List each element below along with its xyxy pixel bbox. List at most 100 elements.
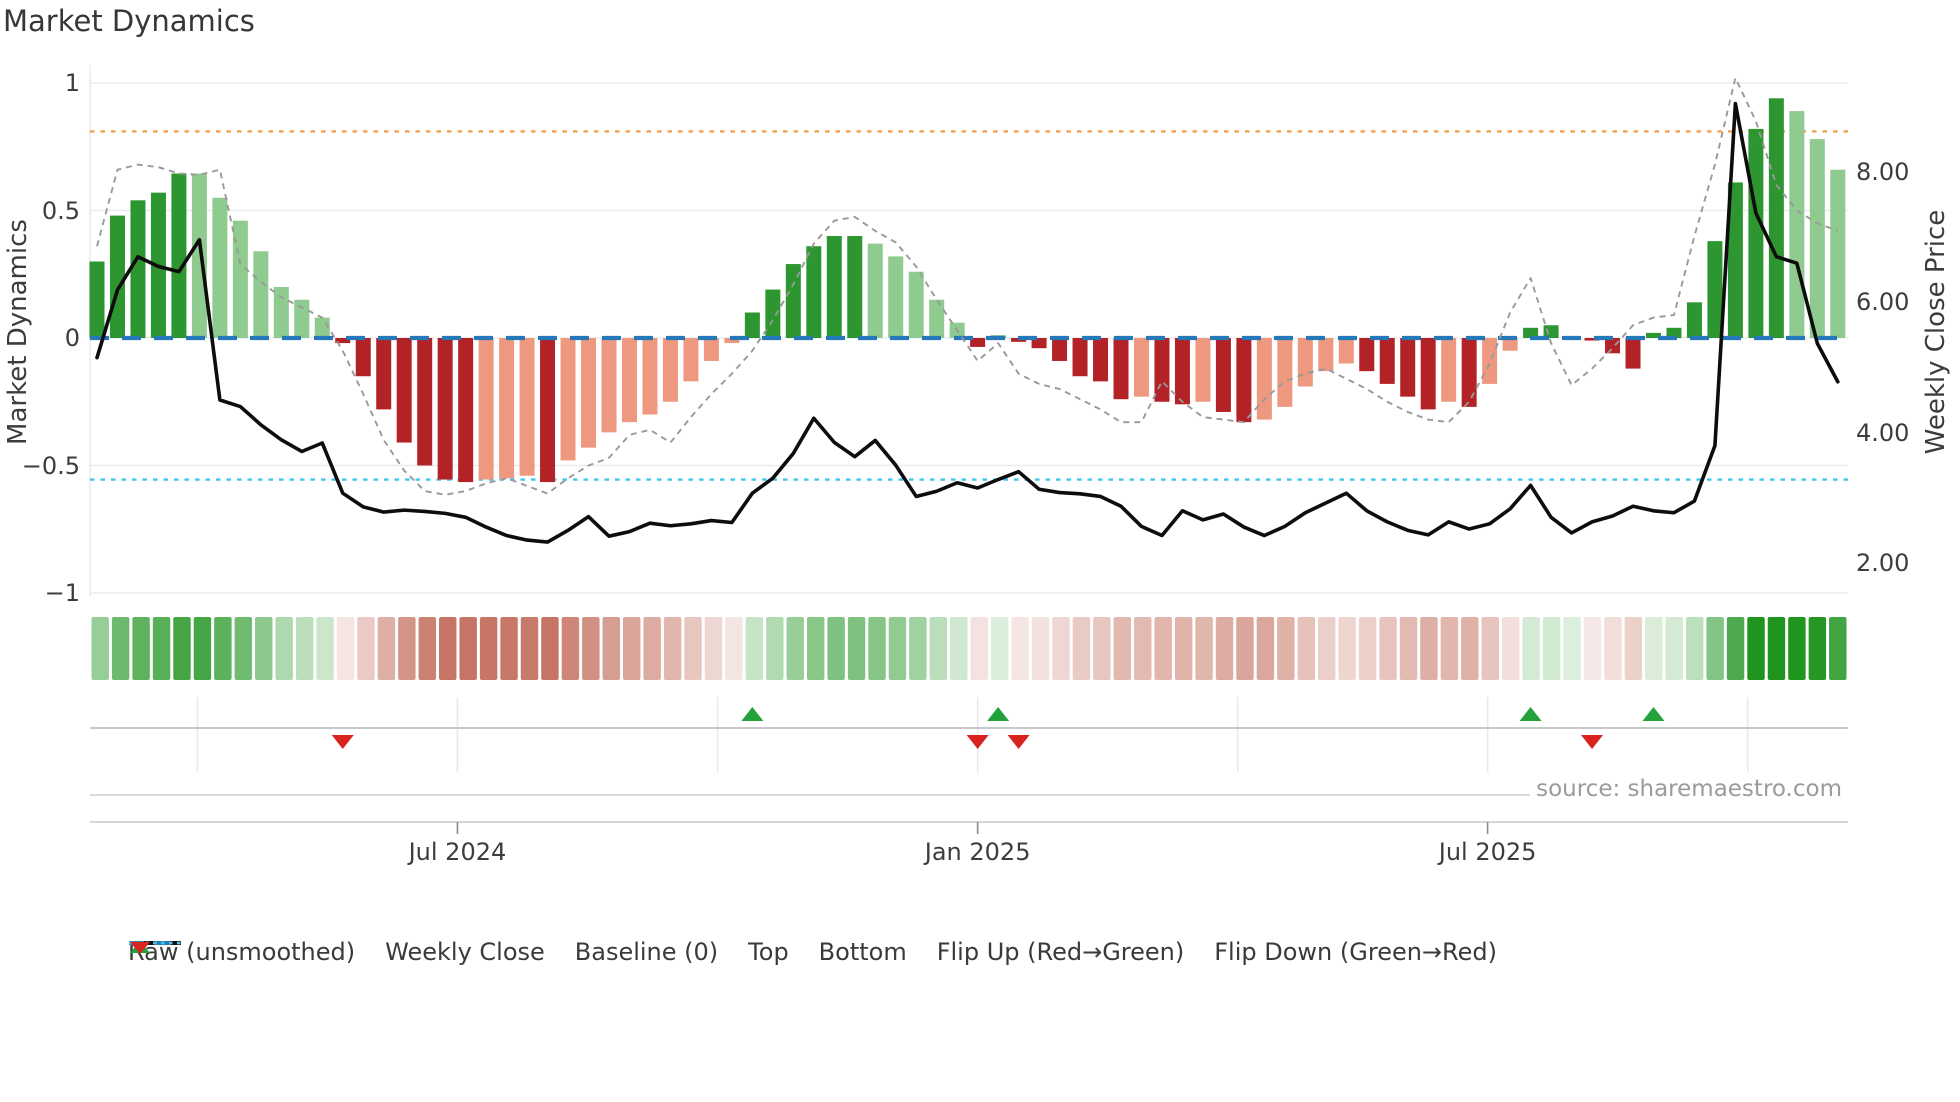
heatmap-cell <box>1277 617 1295 680</box>
oscillator-bar <box>621 338 637 423</box>
heatmap-cell <box>1134 617 1152 680</box>
oscillator-bar <box>929 299 945 338</box>
heatmap-cell <box>1440 617 1459 680</box>
oscillator-bar <box>806 246 822 338</box>
heatmap-cell <box>541 617 559 680</box>
flip-markers <box>331 707 1665 749</box>
source-credit: source: sharemaestro.com <box>1530 776 1848 802</box>
heatmap-cell <box>970 617 988 680</box>
legend-item: Bottom <box>129 938 907 966</box>
oscillator-bar <box>109 215 125 338</box>
heatmap-cell <box>377 617 396 680</box>
legend-label: Top <box>748 938 789 966</box>
left-tick-label: −1 <box>44 579 80 607</box>
heatmap-cell <box>439 617 457 680</box>
legend-label: Flip Down (Green→Red) <box>1214 938 1497 966</box>
oscillator-bar <box>273 287 289 338</box>
heatmap-cell <box>1093 617 1111 680</box>
legend-item: Top <box>129 938 789 966</box>
oscillator-bar <box>1686 302 1702 338</box>
legend: Raw (unsmoothed) Weekly Close Baseline (0)… <box>128 938 1497 966</box>
heatmap-cell <box>1358 617 1377 680</box>
oscillator-bar <box>724 338 740 344</box>
heatmap-cell <box>111 617 130 680</box>
oscillator-bar <box>888 256 904 338</box>
legend-label: Flip Up (Red→Green) <box>936 938 1185 966</box>
oscillator-bar <box>1605 338 1621 354</box>
oscillator-bar <box>519 338 535 476</box>
oscillator-bar <box>662 338 678 402</box>
heatmap-cell <box>582 617 600 680</box>
heatmap-cell <box>1481 617 1499 680</box>
x-tick-label: Jul 2025 <box>1438 838 1537 866</box>
heatmap-cell <box>520 617 539 680</box>
flip-up-marker <box>741 707 764 721</box>
heatmap-cell <box>1338 617 1356 680</box>
heatmap-cell <box>643 617 661 680</box>
heatmap-cell <box>173 617 191 680</box>
oscillator-bar <box>294 299 310 338</box>
heatmap-cell <box>1215 617 1234 680</box>
heatmap-cell <box>1829 617 1847 680</box>
oscillator-bar <box>335 338 351 344</box>
oscillator-bar <box>1789 111 1805 338</box>
oscillator-bar <box>1031 338 1047 349</box>
flip-down-triangle-icon <box>130 942 150 954</box>
heatmap-cell <box>1011 617 1029 680</box>
left-tick-label: −0.5 <box>21 451 80 480</box>
heatmap-cell <box>1420 617 1438 680</box>
reference-lines <box>90 130 1848 481</box>
flip-up-marker <box>1519 707 1542 721</box>
flip-up-marker <box>1642 707 1665 721</box>
heatmap-cell <box>1031 617 1050 680</box>
heatmap-cell <box>500 617 518 680</box>
oscillator-bar <box>1215 338 1231 412</box>
oscillator-bar <box>1830 169 1846 338</box>
oscillator-bar <box>1113 338 1129 400</box>
legend-item: Weekly Close <box>129 938 545 966</box>
heatmap-cell <box>91 617 109 680</box>
oscillator-bar <box>253 251 269 338</box>
legend-label: Bottom <box>818 938 907 966</box>
heatmap-cell <box>909 617 927 680</box>
heatmap-cell <box>1236 617 1254 680</box>
heatmap-cell <box>827 617 845 680</box>
heatmap-cell <box>1195 617 1213 680</box>
heatmap-cell <box>132 617 150 680</box>
oscillator-bar <box>89 261 105 338</box>
oscillator-bar <box>1174 338 1190 405</box>
heatmap-cell <box>1399 617 1418 680</box>
oscillator-bar <box>765 289 781 338</box>
heatmap-cell <box>929 617 948 680</box>
oscillator-bar <box>1195 338 1211 402</box>
heatmap-cell <box>234 617 253 680</box>
oscillator-bar <box>1707 241 1723 338</box>
oscillator-bar <box>642 338 658 415</box>
heatmap-cell <box>295 617 314 680</box>
oscillator-bar <box>970 338 986 347</box>
heatmap-cell <box>725 617 743 680</box>
oscillator-bar <box>212 197 228 338</box>
oscillator-bar <box>908 271 924 338</box>
oscillator-bar <box>1236 338 1252 423</box>
heatmap-cell <box>806 617 825 680</box>
x-tick-label: Jan 2025 <box>924 838 1031 866</box>
oscillator-bar <box>130 200 146 338</box>
heatmap-cell <box>847 617 866 680</box>
oscillator-bar <box>703 338 719 361</box>
tri-down-legend-swatch-icon <box>130 942 150 954</box>
legend-label: Baseline (0) <box>574 938 719 966</box>
heatmap-cell <box>1461 617 1479 680</box>
oscillator-bar <box>560 338 576 461</box>
heatmap-cell <box>663 617 682 680</box>
heatmap-cell <box>786 617 804 680</box>
heatmap-cell <box>561 617 580 680</box>
heatmap-cell <box>704 617 723 680</box>
heatmap-cell <box>275 617 293 680</box>
oscillator-bar <box>744 312 760 338</box>
right-tick-label: 6.00 <box>1856 288 1910 317</box>
heatmap-cell <box>1563 617 1581 680</box>
heatmap-cell <box>316 617 334 680</box>
oscillator-bar <box>1809 139 1825 338</box>
heatmap-cell <box>602 617 620 680</box>
